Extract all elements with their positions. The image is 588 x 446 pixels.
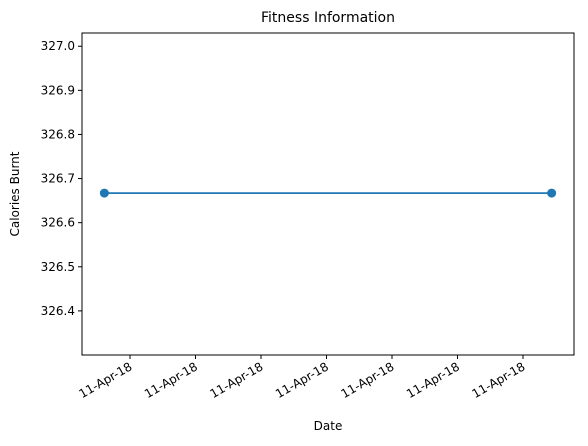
y-tick-label: 326.5 bbox=[41, 260, 75, 274]
x-axis: 11-Apr-18 11-Apr-18 11-Apr-18 11-Apr-18 11-A… bbox=[76, 355, 528, 401]
chart-title: Fitness Information bbox=[261, 10, 395, 26]
x-tick-label: 11-Apr-18 bbox=[207, 359, 265, 401]
y-axis-label: Calories Burnt bbox=[8, 151, 22, 236]
y-tick-label: 326.8 bbox=[41, 127, 75, 141]
data-point bbox=[547, 188, 557, 198]
y-tick-label: 326.6 bbox=[41, 216, 75, 230]
x-tick-label: 11-Apr-18 bbox=[273, 359, 331, 401]
x-tick-label: 11-Apr-18 bbox=[142, 359, 200, 401]
y-tick-label: 326.4 bbox=[41, 304, 75, 318]
x-tick-label: 11-Apr-18 bbox=[76, 359, 134, 401]
y-tick-label: 326.7 bbox=[41, 172, 75, 186]
plot-frame bbox=[81, 32, 575, 356]
x-axis-label: Date bbox=[314, 419, 343, 433]
y-tick-label: 327.0 bbox=[41, 39, 75, 53]
x-tick-label: 11-Apr-18 bbox=[404, 359, 462, 401]
series-layer bbox=[99, 188, 557, 198]
x-tick-label: 11-Apr-18 bbox=[338, 359, 396, 401]
data-point bbox=[99, 188, 109, 198]
y-tick-label: 326.9 bbox=[41, 83, 75, 97]
y-axis: 326.4 326.5 326.6 326.7 326.8 326.9 327.0 bbox=[41, 39, 82, 318]
x-tick-label: 11-Apr-18 bbox=[469, 359, 527, 401]
